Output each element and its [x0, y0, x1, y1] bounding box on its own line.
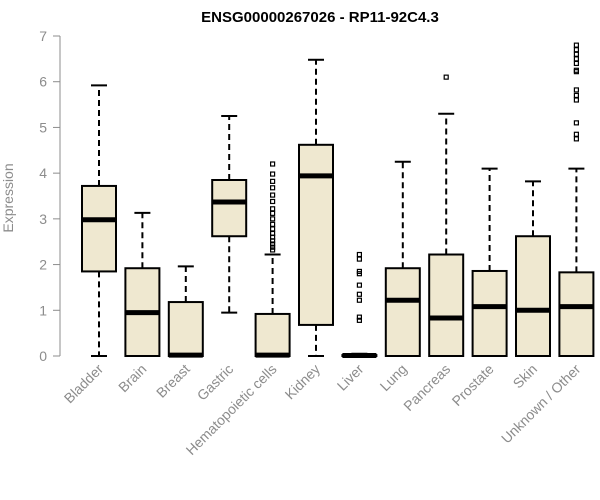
outlier-point [270, 226, 276, 232]
y-axis-ticks: 0 1 2 3 4 5 6 7 [39, 28, 60, 364]
outlier-point [443, 74, 449, 80]
outlier-point [573, 136, 580, 142]
outlier-point [573, 97, 580, 103]
y-tick-label: 7 [39, 28, 47, 44]
outlier-point [356, 291, 362, 297]
x-tick-label: Unknown / Other [498, 361, 584, 447]
outlier-point [270, 161, 276, 167]
box-iqr [384, 267, 421, 358]
x-tick-label: Bladder [61, 361, 107, 407]
x-tick-label: Lung [377, 361, 410, 394]
y-tick-label: 2 [39, 257, 47, 273]
outlier-point [573, 120, 580, 126]
outlier-point [270, 185, 276, 191]
x-tick-label: Liver [334, 361, 367, 394]
box-iqr [167, 301, 204, 357]
box-iqr [558, 271, 595, 358]
outlier-point [270, 210, 276, 216]
y-tick-label: 6 [39, 74, 47, 90]
outlier-point [573, 42, 580, 48]
outlier-point [270, 178, 276, 184]
outlier-point [356, 297, 362, 303]
box-iqr [211, 179, 248, 238]
y-tick-label: 3 [39, 211, 47, 227]
outlier-point [356, 251, 362, 258]
outlier-point [270, 206, 276, 212]
y-axis-label: Expression [0, 163, 16, 232]
y-tick-label: 0 [39, 348, 47, 364]
outlier-point [573, 87, 580, 93]
outlier-point [356, 314, 362, 320]
x-tick-label: Pancreas [400, 361, 453, 414]
outlier-point [573, 92, 580, 99]
box-iqr [298, 143, 334, 326]
box-iqr [471, 269, 508, 358]
box-iqr [428, 253, 465, 357]
x-tick-label: Brain [115, 361, 149, 395]
y-tick-label: 4 [39, 165, 47, 181]
outlier-point [270, 241, 276, 247]
chart-title: ENSG00000267026 - RP11-92C4.3 [201, 9, 439, 26]
outlier-point [573, 60, 580, 67]
outlier-point [573, 67, 580, 73]
outlier-point [270, 247, 276, 253]
x-tick-label: Breast [153, 361, 193, 401]
y-tick-label: 1 [39, 302, 47, 318]
outlier-point [356, 268, 362, 275]
outlier-point [270, 221, 276, 227]
outlier-point [573, 47, 580, 53]
y-tick-label: 5 [39, 119, 47, 135]
outlier-point [573, 56, 580, 62]
box-series [81, 42, 595, 359]
x-tick-label: Kidney [282, 361, 324, 403]
outlier-point [270, 244, 276, 250]
x-tick-label: Skin [510, 361, 541, 392]
outlier-point [270, 192, 276, 198]
x-tick-label: Gastric [194, 361, 237, 404]
outlier-point [270, 171, 276, 177]
outlier-point [356, 256, 362, 262]
x-tick-label: Prostate [449, 361, 497, 409]
box-iqr [81, 184, 117, 273]
box-iqr [254, 312, 291, 358]
outlier-point [356, 282, 362, 288]
box-iqr [515, 235, 551, 358]
outlier-point [573, 131, 580, 137]
outlier-point [356, 317, 362, 323]
outlier-point [270, 198, 276, 205]
outlier-point [270, 216, 276, 222]
outlier-point [573, 51, 580, 57]
